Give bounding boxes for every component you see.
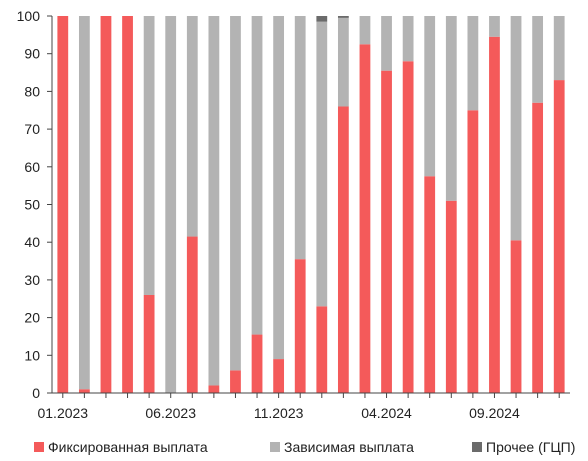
bar-07.2023-series-0 xyxy=(186,236,198,393)
bar-11.2024-series-1 xyxy=(532,16,544,103)
bar-11.2023-series-1 xyxy=(273,16,285,360)
legend-swatch-fixed xyxy=(34,442,44,452)
legend-item-fixed: Фиксированная выплата xyxy=(34,439,270,455)
bar-11.2023-series-0 xyxy=(273,359,285,393)
bar-11.2024-series-0 xyxy=(532,102,544,394)
bar-10.2024-series-1 xyxy=(510,16,522,241)
bar-10.2024-series-0 xyxy=(510,240,522,393)
bar-12.2024-series-1 xyxy=(553,16,565,81)
x-ticks-group: 01.2023 06.2023 11.2023 04.2024 09.2024 xyxy=(37,393,560,421)
bar-10.2023-series-0 xyxy=(251,334,263,393)
bar-08.2024-series-0 xyxy=(467,110,479,393)
y-tick-label-60: 60 xyxy=(24,159,40,175)
bar-09.2023-series-1 xyxy=(230,16,241,371)
legend-swatch-other xyxy=(472,442,482,452)
bar-09.2023-series-0 xyxy=(230,370,241,393)
bar-06.2024-series-1 xyxy=(424,16,436,177)
bar-08.2023-series-1 xyxy=(208,16,220,386)
bar-06.2024-series-0 xyxy=(424,176,436,393)
x-tick-label-04.2024: 04.2024 xyxy=(361,405,412,421)
x-tick-label-11.2023: 11.2023 xyxy=(254,405,304,421)
bar-04.2024-series-1 xyxy=(381,16,392,71)
x-tick-label-09.2024: 09.2024 xyxy=(469,405,520,421)
bar-03.2024-series-0 xyxy=(359,44,371,394)
legend-item-dependent: Зависимая выплата xyxy=(270,439,472,455)
bar-12.2024-series-0 xyxy=(553,80,565,393)
y-tick-label-40: 40 xyxy=(24,234,40,250)
x-tick-label-06.2023: 06.2023 xyxy=(145,405,196,421)
x-tick-label-01.2023: 01.2023 xyxy=(37,405,88,421)
bar-01.2024-series-0 xyxy=(316,306,328,393)
bar-09.2024-series-0 xyxy=(489,36,500,394)
bar-05.2023-series-0 xyxy=(143,294,155,393)
bar-01.2024-series-2 xyxy=(316,16,328,22)
y-ticks-group: 0 10 20 30 40 50 60 70 80 90 100 xyxy=(17,8,52,401)
y-tick-label-0: 0 xyxy=(32,385,40,401)
bar-07.2023-series-1 xyxy=(186,16,198,237)
y-tick-label-50: 50 xyxy=(24,197,40,213)
bar-05.2024-series-0 xyxy=(402,61,414,394)
bar-01.2024-series-1 xyxy=(316,21,328,307)
bar-02.2024-series-1 xyxy=(337,17,349,107)
bar-08.2024-series-1 xyxy=(467,16,479,111)
legend-swatch-dependent xyxy=(270,442,280,452)
bar-09.2024-series-1 xyxy=(489,16,500,37)
bar-05.2023-series-1 xyxy=(143,16,155,295)
bar-08.2023-series-0 xyxy=(208,385,220,393)
bar-03.2024-series-1 xyxy=(359,16,371,45)
bars-group xyxy=(57,16,565,394)
bar-02.2024-series-2 xyxy=(337,16,349,18)
bar-02.2024-series-0 xyxy=(337,106,349,393)
y-tick-label-90: 90 xyxy=(24,46,40,62)
bar-04.2024-series-0 xyxy=(381,70,392,394)
legend-label-other: Прочее (ГЦП) xyxy=(486,439,576,455)
y-tick-label-20: 20 xyxy=(24,310,40,326)
bar-02.2023-series-0 xyxy=(78,389,90,393)
bar-07.2024-series-0 xyxy=(445,200,457,393)
legend: Фиксированная выплата Зависимая выплата … xyxy=(34,436,588,458)
bar-03.2023-series-0 xyxy=(100,16,112,393)
legend-item-other: Прочее (ГЦП) xyxy=(472,439,575,455)
y-tick-label-100: 100 xyxy=(17,8,41,24)
y-tick-label-10: 10 xyxy=(24,347,40,363)
bar-02.2023-series-1 xyxy=(78,16,90,390)
y-tick-label-70: 70 xyxy=(24,121,40,137)
bar-07.2024-series-1 xyxy=(445,16,457,201)
legend-label-fixed: Фиксированная выплата xyxy=(48,439,208,455)
bar-05.2024-series-1 xyxy=(402,16,414,62)
bar-04.2023-series-0 xyxy=(122,16,133,393)
stacked-bar-chart: 0 10 20 30 40 50 60 70 80 90 100 01.2023 06.2023 11.… xyxy=(17,8,570,421)
bar-01.2023-series-0 xyxy=(57,16,69,393)
bar-06.2023-series-1 xyxy=(165,16,177,393)
bar-10.2023-series-1 xyxy=(251,16,263,335)
y-tick-label-30: 30 xyxy=(24,272,40,288)
y-tick-label-80: 80 xyxy=(24,83,40,99)
bar-12.2023-series-1 xyxy=(294,16,306,260)
bar-12.2023-series-0 xyxy=(294,259,306,393)
legend-label-dependent: Зависимая выплата xyxy=(284,439,414,455)
